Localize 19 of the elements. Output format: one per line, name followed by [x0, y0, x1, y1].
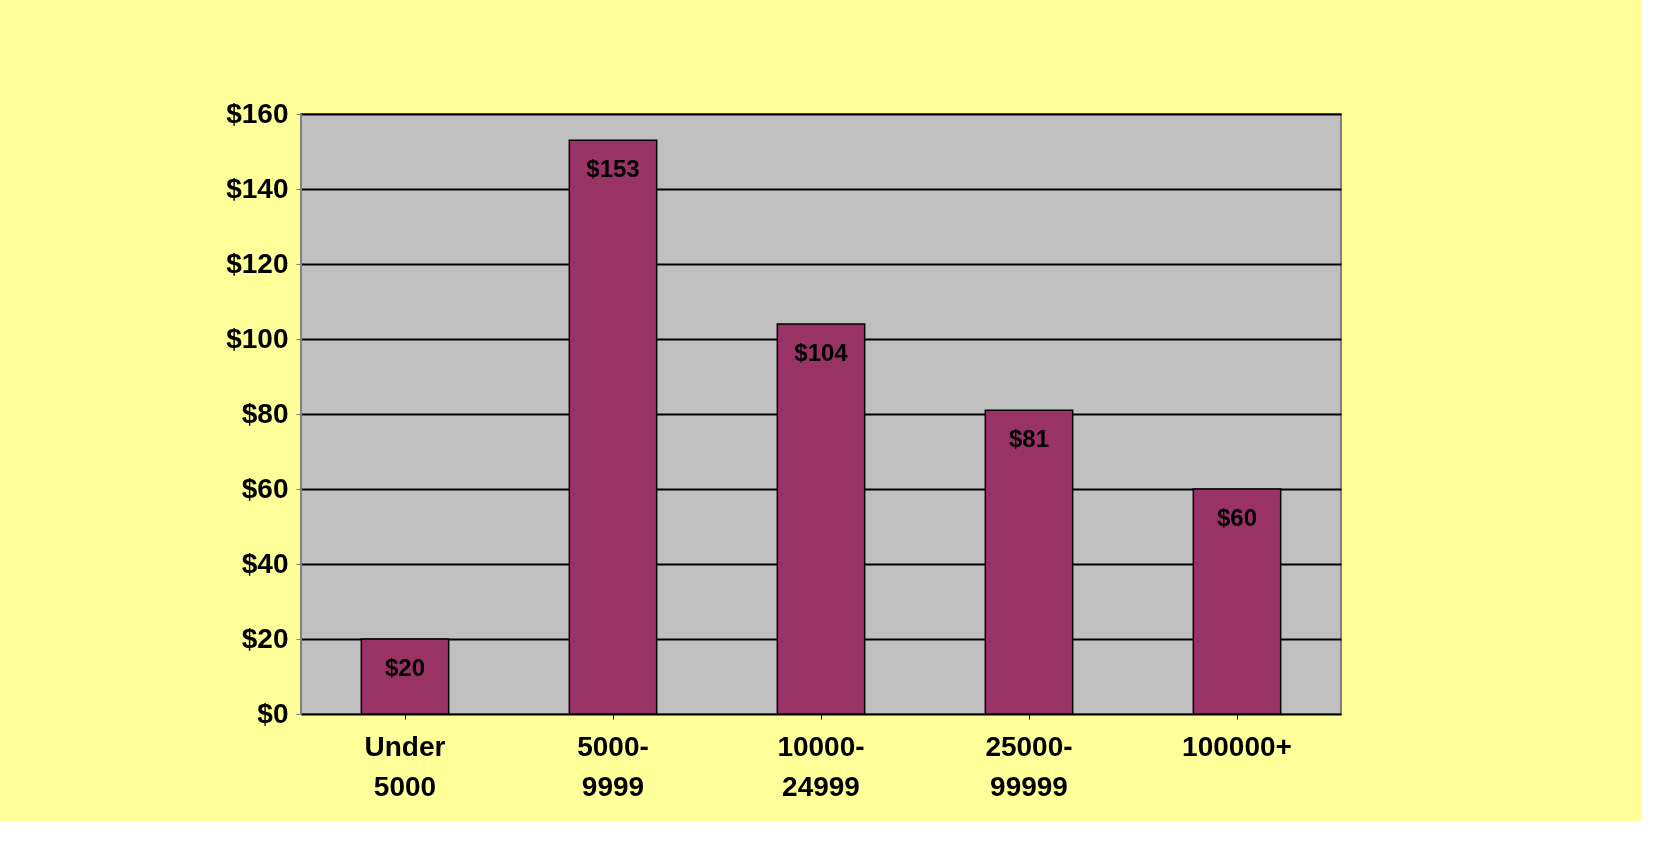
data-label: $104 — [794, 339, 849, 366]
y-tick-label: $140 — [226, 172, 289, 204]
y-tick-label: $80 — [241, 397, 289, 429]
x-tick-label: 10000- 24999 — [777, 730, 865, 802]
x-tick-label: Under 5000 — [364, 730, 446, 802]
x-tick-label: 25000- 99999 — [985, 730, 1073, 802]
y-tick-label: $100 — [226, 322, 289, 354]
data-label: $20 — [384, 654, 426, 681]
y-tick-label: $20 — [241, 622, 289, 654]
x-tick-label: 5000- 9999 — [577, 730, 649, 802]
data-label: $153 — [586, 155, 640, 183]
y-tick-label: $0 — [257, 697, 289, 729]
y-tick-label: $160 — [226, 97, 289, 129]
data-label: $81 — [1008, 425, 1050, 453]
y-tick-label: $60 — [241, 472, 289, 504]
data-label: $60 — [1216, 504, 1258, 531]
x-tick-label: 100000+ — [1182, 730, 1292, 762]
y-tick-label: $120 — [226, 247, 289, 279]
y-tick-label: $40 — [241, 547, 289, 579]
